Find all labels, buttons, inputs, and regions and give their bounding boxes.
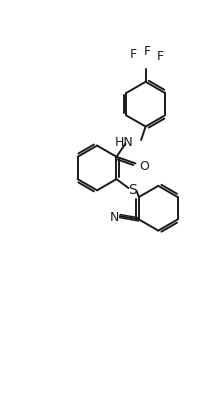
Text: S: S [128,183,137,197]
Text: F: F [157,50,164,62]
Text: HN: HN [114,135,133,148]
Text: O: O [139,160,149,173]
Text: F: F [130,48,137,61]
Text: F: F [144,45,151,57]
Text: N: N [109,210,119,223]
